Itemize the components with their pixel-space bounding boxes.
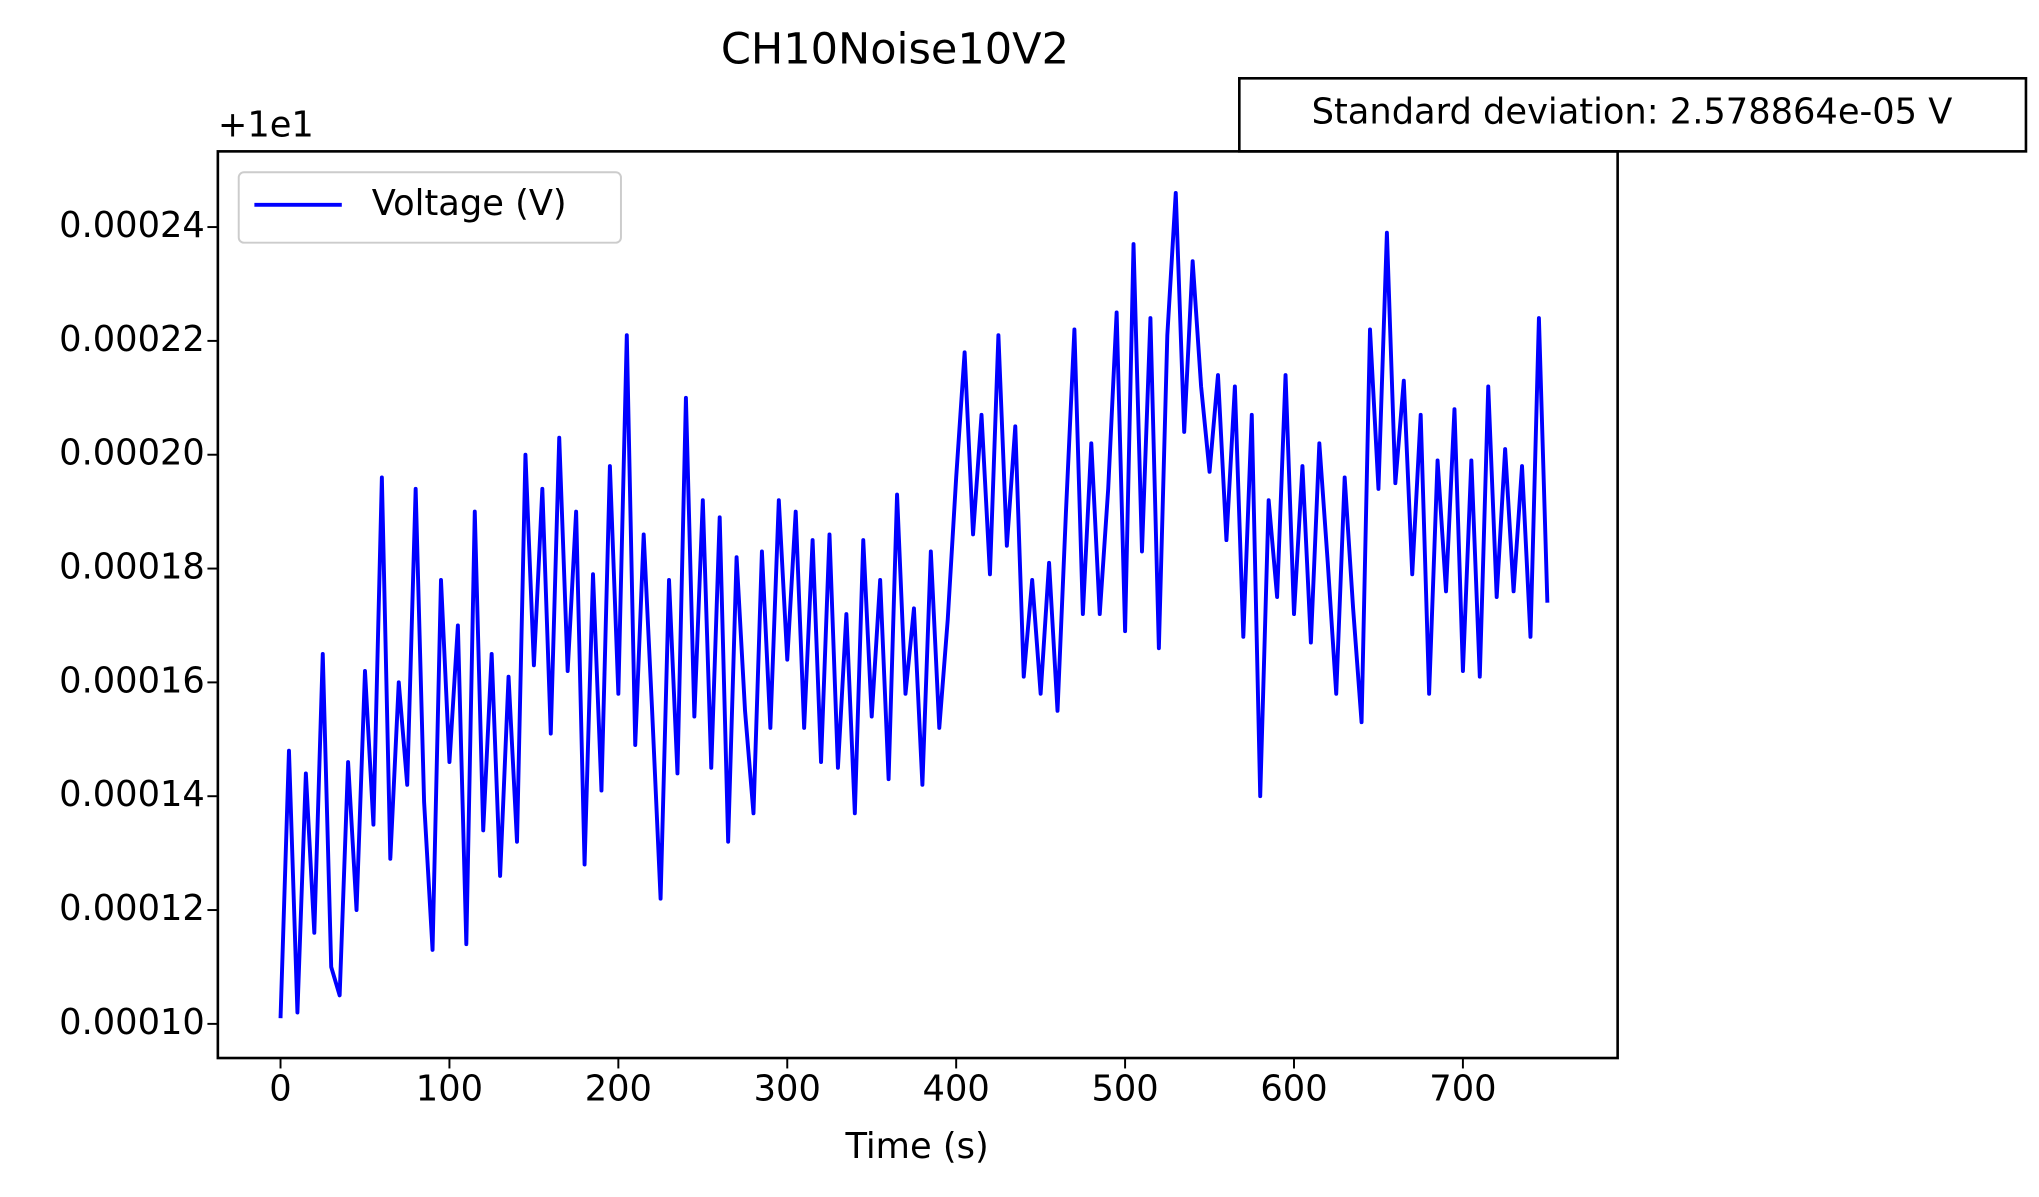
y-tick-label: 0.00018 [59,547,205,588]
x-tick-label: 600 [1260,1069,1327,1110]
x-tick-label: 500 [1091,1069,1158,1110]
y-tick-label: 0.00014 [59,774,205,815]
data-line [278,190,1550,1019]
chart-title: CH10Noise10V2 [721,25,1069,75]
x-tick-label: 700 [1429,1069,1496,1110]
y-tick-label: 0.00010 [59,1002,205,1043]
y-tick-label: 0.00012 [59,888,205,929]
y-tick-label: 0.00024 [59,205,205,246]
annotation: Standard deviation: 2.578864e-05 V [1312,92,1953,133]
legend-box [237,171,622,244]
plot-frame [216,150,1619,1060]
annotation-box [1238,77,2028,153]
y-offset-label: +1e1 [218,105,314,146]
x-tick-label: 200 [585,1069,652,1110]
y-tick-label: 0.00016 [59,660,205,701]
x-tick-label: 300 [754,1069,821,1110]
x-tick-label: 0 [269,1069,291,1110]
y-tick-label: 0.00022 [59,319,205,360]
x-axis-label: Time (s) [844,1126,988,1167]
x-tick-label: 400 [923,1069,990,1110]
x-tick-label: 100 [416,1069,483,1110]
y-tick-label: 0.00020 [59,433,205,474]
legend-label: Voltage (V) [372,183,567,224]
